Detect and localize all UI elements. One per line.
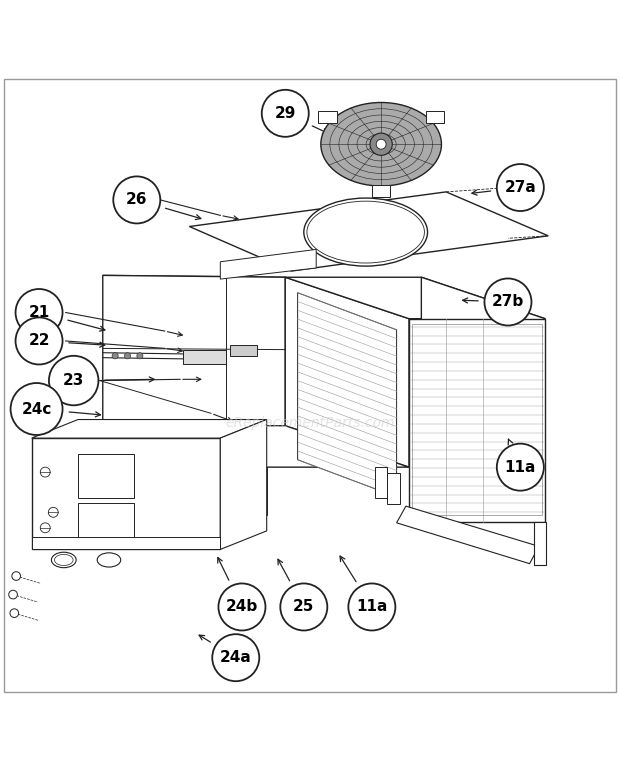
- Circle shape: [370, 133, 392, 156]
- Polygon shape: [103, 275, 285, 426]
- Text: 11a: 11a: [356, 600, 388, 614]
- Text: 22: 22: [29, 334, 50, 348]
- Polygon shape: [125, 426, 137, 456]
- Circle shape: [9, 591, 17, 599]
- Text: 21: 21: [29, 305, 50, 320]
- Polygon shape: [220, 419, 267, 550]
- Polygon shape: [168, 498, 267, 515]
- Polygon shape: [229, 345, 257, 355]
- Polygon shape: [32, 438, 220, 550]
- Polygon shape: [32, 537, 220, 550]
- Polygon shape: [168, 480, 267, 498]
- Polygon shape: [220, 426, 229, 515]
- Ellipse shape: [304, 198, 428, 266]
- Circle shape: [10, 609, 19, 618]
- Polygon shape: [422, 278, 545, 522]
- Polygon shape: [78, 503, 134, 539]
- Polygon shape: [285, 278, 545, 318]
- Polygon shape: [242, 467, 267, 515]
- Circle shape: [484, 278, 531, 325]
- Text: eReplacementParts.com: eReplacementParts.com: [225, 416, 395, 429]
- Polygon shape: [409, 318, 545, 522]
- Polygon shape: [397, 506, 539, 564]
- Polygon shape: [534, 522, 546, 565]
- Polygon shape: [189, 192, 548, 271]
- Text: 24b: 24b: [226, 600, 258, 614]
- Text: 23: 23: [63, 373, 84, 388]
- Circle shape: [280, 584, 327, 631]
- Text: 27b: 27b: [492, 295, 524, 309]
- Text: 24a: 24a: [220, 650, 252, 665]
- Ellipse shape: [51, 552, 76, 567]
- Polygon shape: [103, 426, 409, 467]
- Ellipse shape: [321, 103, 441, 186]
- Ellipse shape: [97, 553, 121, 567]
- Polygon shape: [426, 110, 444, 123]
- Polygon shape: [318, 110, 337, 123]
- Circle shape: [348, 584, 396, 631]
- Polygon shape: [220, 249, 316, 279]
- Circle shape: [262, 89, 309, 136]
- Circle shape: [212, 635, 259, 682]
- Circle shape: [16, 318, 63, 365]
- Polygon shape: [285, 278, 409, 467]
- Circle shape: [113, 177, 161, 224]
- Text: 24c: 24c: [21, 402, 51, 416]
- Circle shape: [48, 507, 58, 517]
- Polygon shape: [103, 275, 409, 318]
- Polygon shape: [183, 349, 226, 364]
- Ellipse shape: [55, 554, 73, 565]
- Circle shape: [376, 140, 386, 150]
- Circle shape: [125, 352, 131, 359]
- Text: 27a: 27a: [505, 180, 536, 195]
- Circle shape: [16, 289, 63, 336]
- Polygon shape: [32, 419, 267, 438]
- Circle shape: [11, 383, 63, 435]
- Circle shape: [49, 355, 99, 406]
- Circle shape: [137, 352, 143, 359]
- Circle shape: [497, 164, 544, 211]
- Circle shape: [40, 467, 50, 477]
- Polygon shape: [388, 473, 400, 504]
- Circle shape: [112, 352, 118, 359]
- Circle shape: [497, 443, 544, 490]
- Text: 11a: 11a: [505, 460, 536, 475]
- Polygon shape: [236, 426, 248, 456]
- Polygon shape: [78, 453, 134, 498]
- Circle shape: [40, 523, 50, 533]
- Circle shape: [218, 584, 265, 631]
- Ellipse shape: [307, 201, 425, 263]
- Circle shape: [12, 572, 20, 581]
- Polygon shape: [375, 467, 388, 498]
- Polygon shape: [372, 185, 391, 197]
- Polygon shape: [298, 293, 397, 497]
- Text: 29: 29: [275, 106, 296, 121]
- Text: 26: 26: [126, 193, 148, 207]
- Text: 25: 25: [293, 600, 314, 614]
